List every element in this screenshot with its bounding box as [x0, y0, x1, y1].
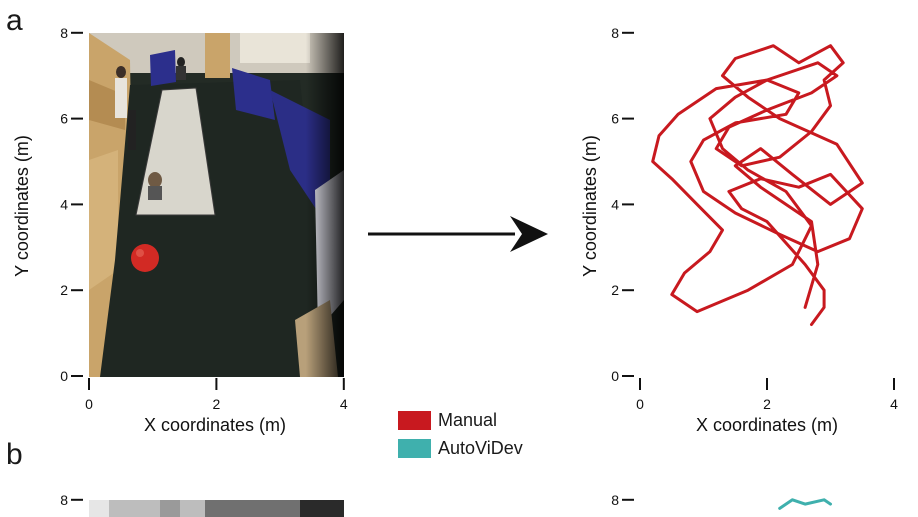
- axes: 0 2 4 6 8 0 2 4 X coordinates (m) Y coordinates (…: [12, 25, 898, 508]
- panel-letter-b: b: [6, 438, 23, 471]
- overhead-photo: [89, 33, 344, 377]
- y-tick-label: 8: [60, 492, 68, 508]
- x-tick-label: 2: [213, 396, 221, 412]
- axis-traj-a: 0 2 4 6 8 0 2 4 X coordinates (m) Y coordinates (…: [580, 25, 898, 435]
- y-tick-label: 2: [611, 282, 619, 298]
- x-axis-label: X coordinates (m): [144, 415, 286, 435]
- trajectories: [651, 44, 864, 510]
- legend: Manual AutoViDev: [398, 406, 523, 462]
- y-tick-label: 4: [611, 196, 619, 212]
- axis-photo-a: 0 2 4 6 8 0 2 4 X coordinates (m) Y coordinates (…: [12, 25, 348, 435]
- y-tick-label: 0: [60, 368, 68, 384]
- x-tick-label: 0: [85, 396, 93, 412]
- trajectory-manual-panel-a: [651, 44, 864, 326]
- y-tick-label: 6: [611, 111, 619, 127]
- axis-traj-b: 8: [611, 492, 634, 508]
- legend-label-manual: Manual: [438, 409, 498, 430]
- trajectory-autovidev-panel-b: [778, 498, 832, 510]
- y-axis-label: Y coordinates (m): [580, 135, 600, 277]
- legend-item-autovidev: AutoViDev: [398, 434, 523, 462]
- legend-item-manual: Manual: [398, 406, 523, 434]
- overhead-photo-grayscale: [89, 500, 344, 517]
- y-tick-label: 2: [60, 282, 68, 298]
- y-tick-label: 4: [60, 196, 68, 212]
- x-tick-label: 4: [890, 396, 898, 412]
- x-tick-label: 0: [636, 396, 644, 412]
- x-axis-label: X coordinates (m): [696, 415, 838, 435]
- panel-letter-a: a: [6, 4, 23, 37]
- y-tick-label: 8: [611, 492, 619, 508]
- legend-label-autovidev: AutoViDev: [438, 437, 523, 458]
- x-tick-label: 2: [763, 396, 771, 412]
- y-tick-label: 8: [611, 25, 619, 41]
- y-axis-label: Y coordinates (m): [12, 135, 32, 277]
- right-arrow-icon: [368, 216, 548, 252]
- axis-photo-b: 8: [60, 492, 83, 508]
- legend-swatch-manual: [398, 410, 431, 430]
- y-tick-label: 0: [611, 368, 619, 384]
- y-tick-label: 8: [60, 25, 68, 41]
- legend-swatch-autovidev: [398, 438, 431, 458]
- x-tick-label: 4: [340, 396, 348, 412]
- y-tick-label: 6: [60, 111, 68, 127]
